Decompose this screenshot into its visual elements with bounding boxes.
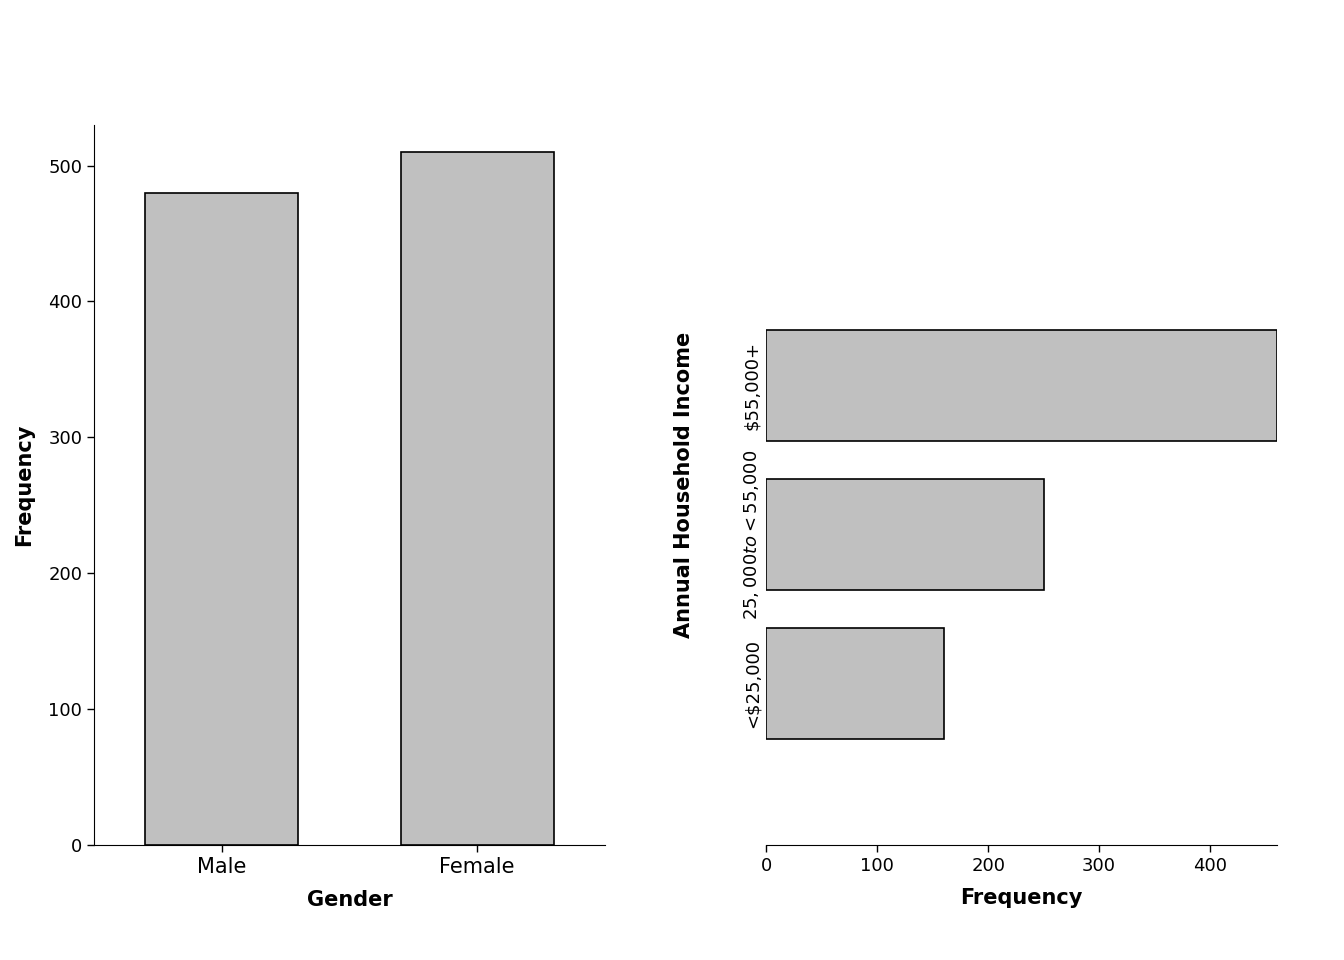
Y-axis label: Annual Household Income: Annual Household Income bbox=[673, 331, 694, 638]
Bar bbox=[145, 193, 298, 845]
X-axis label: Gender: Gender bbox=[306, 891, 392, 910]
Bar bbox=[401, 152, 554, 845]
Bar bbox=[766, 628, 943, 739]
Bar bbox=[766, 329, 1277, 442]
X-axis label: Frequency: Frequency bbox=[960, 889, 1083, 908]
Bar bbox=[766, 479, 1044, 590]
Y-axis label: Frequency: Frequency bbox=[15, 423, 35, 546]
